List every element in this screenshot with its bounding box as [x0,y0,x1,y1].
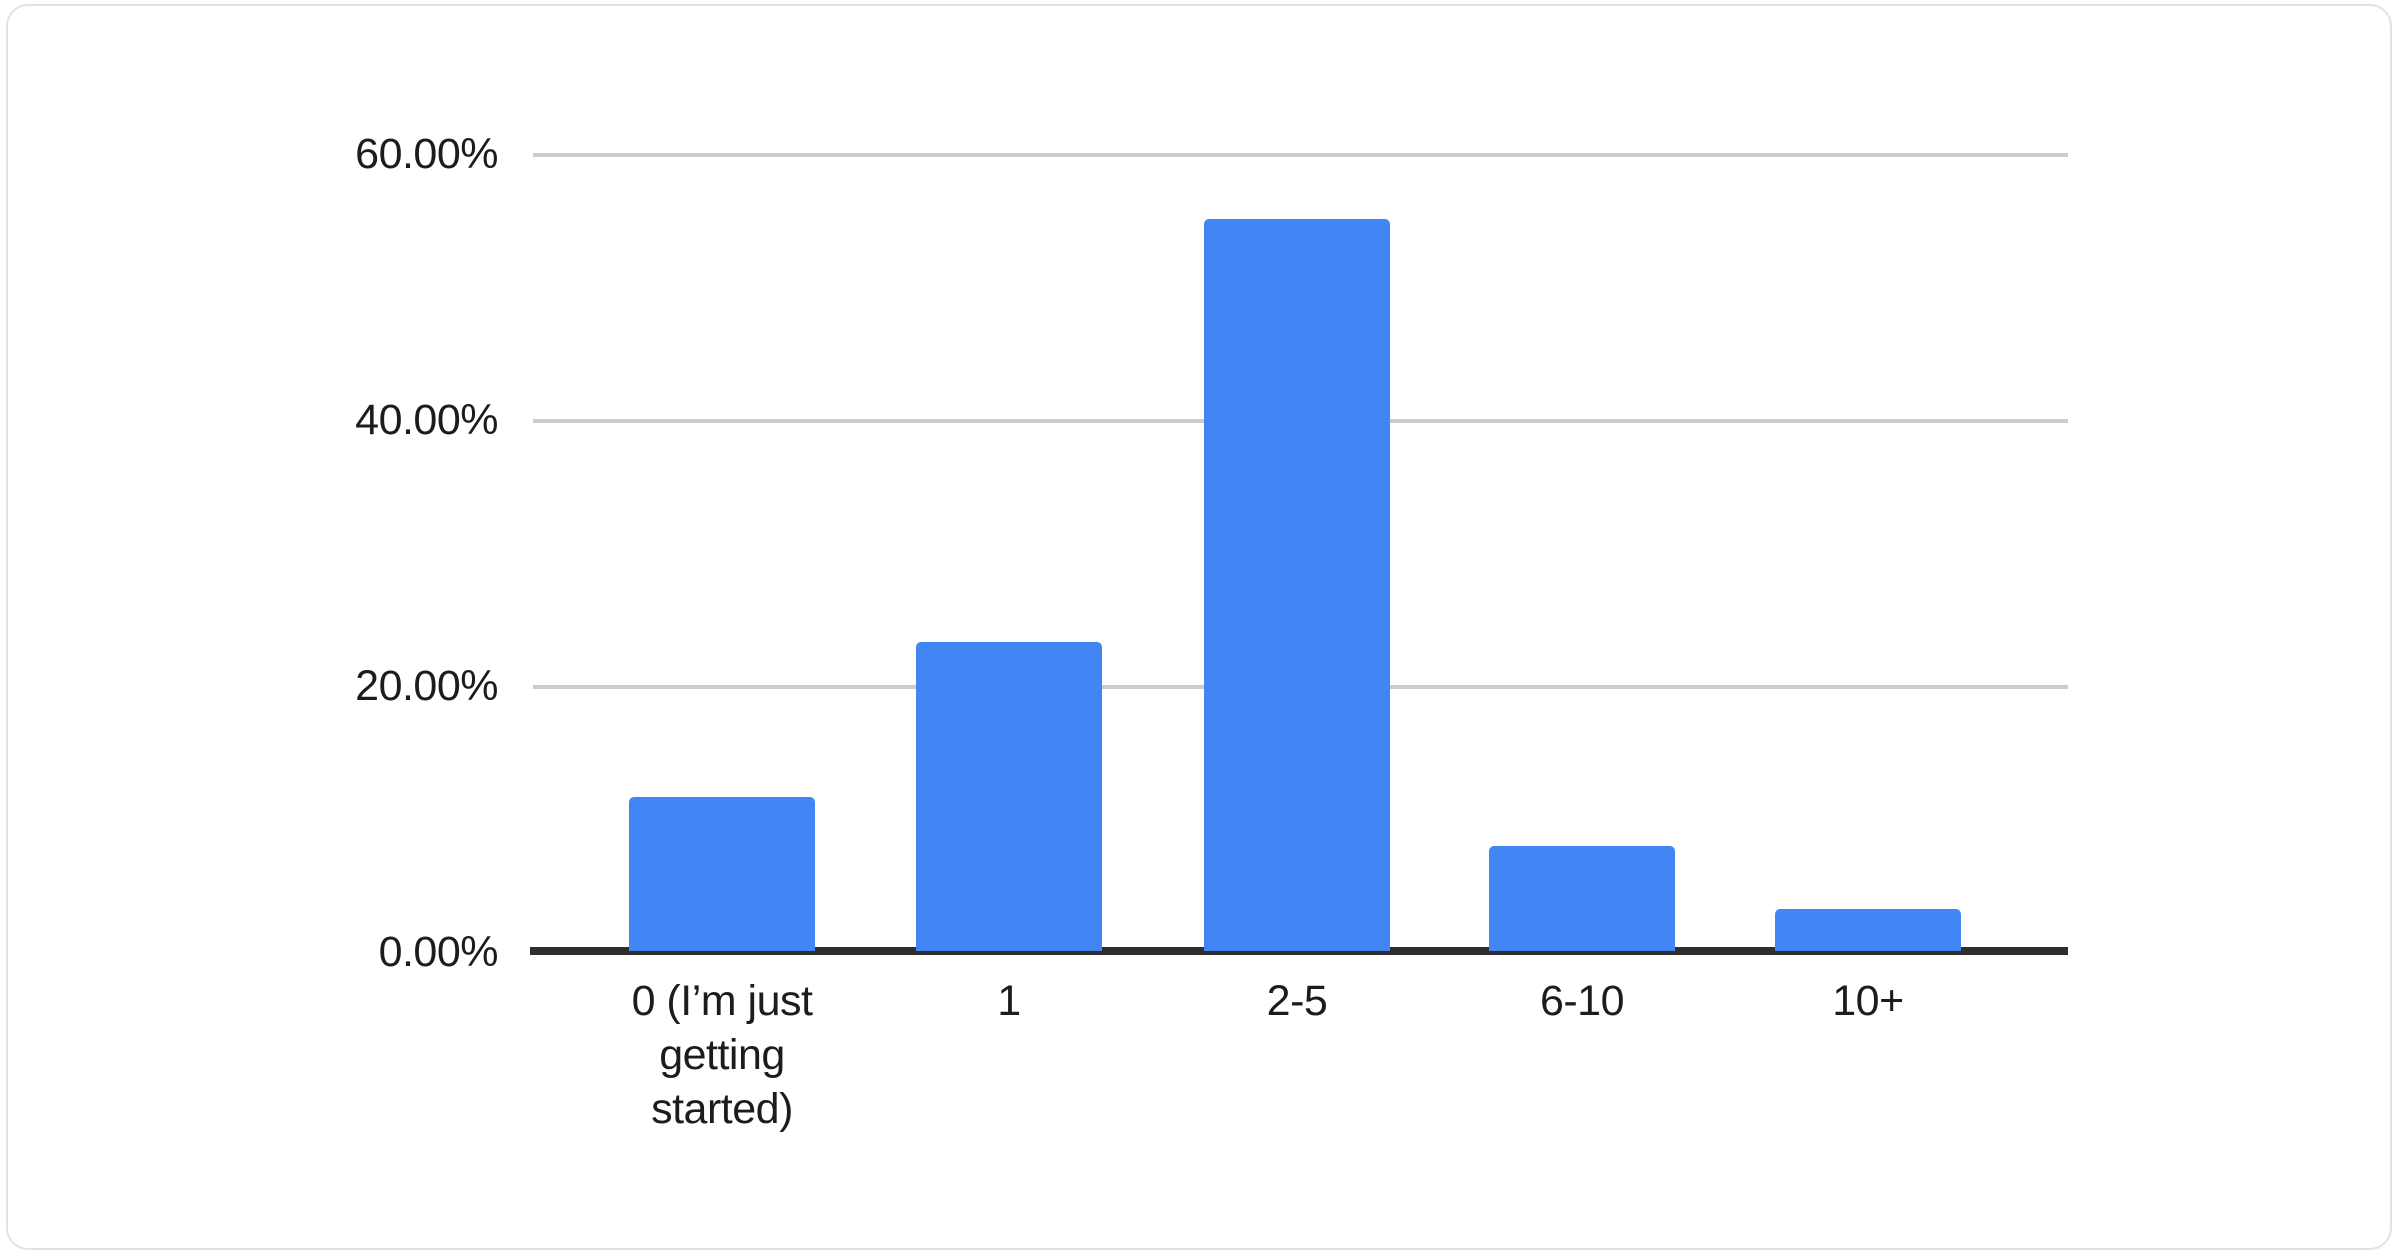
x-tick-label-line-2: getting [659,1031,785,1079]
x-axis-line [530,947,2068,955]
y-tick-label-60: 60.00% [355,130,498,178]
x-tick-label-1: 1 [997,977,1021,1025]
x-tick-label-line-3: started) [651,1085,793,1133]
bar-2-5[interactable] [1204,219,1390,951]
x-tick-label-6-10: 6-10 [1539,977,1625,1025]
chart-card: 60.00% 40.00% 20.00% 0.00% 0 (I’m just g… [6,4,2392,1250]
bar-10-plus[interactable] [1775,909,1961,951]
bar-6-10[interactable] [1489,846,1675,951]
x-tick-label-line-1: 0 (I’m just [631,977,813,1025]
gridline-60 [533,153,2068,157]
bar-0-just-getting-started[interactable] [629,797,815,951]
x-tick-label-2-5: 2-5 [1266,977,1328,1025]
bar-1[interactable] [916,642,1102,951]
y-tick-label-20: 20.00% [355,662,498,710]
y-tick-label-40: 40.00% [355,396,498,444]
x-tick-label-0-just-getting-started: 0 (I’m just getting started) [582,974,862,1136]
x-tick-label-10-plus: 10+ [1832,977,1904,1025]
y-tick-label-0: 0.00% [378,928,499,976]
